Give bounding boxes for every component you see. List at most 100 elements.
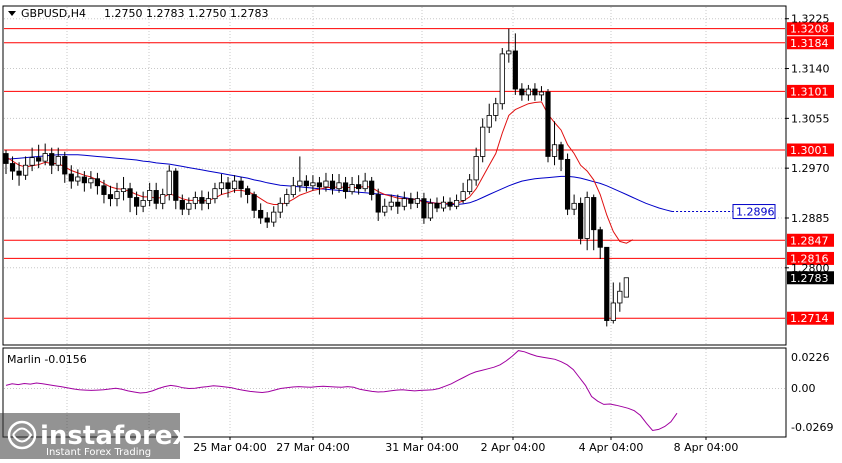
time-tick-label: 31 Mar 04:00	[385, 441, 458, 454]
candle-body	[480, 126, 486, 157]
candle-body	[564, 158, 571, 210]
candle-body	[277, 202, 283, 213]
level-label: 1.2847	[790, 234, 829, 247]
candle-body	[545, 91, 551, 157]
candle-body	[434, 202, 440, 209]
candle-body	[29, 157, 35, 166]
level-tag	[787, 233, 834, 247]
current-price-label: 1.2783	[790, 272, 829, 285]
candle-body	[199, 197, 205, 204]
candle-body	[75, 176, 81, 182]
level-label: 1.2714	[790, 312, 829, 325]
ohlc-values: 1.2750 1.2783 1.2750 1.2783	[104, 7, 268, 20]
candle-body	[271, 211, 277, 223]
candle-body	[310, 182, 316, 187]
candle-body	[427, 202, 434, 219]
candle-body	[88, 178, 94, 184]
candle-body	[186, 202, 192, 210]
candle-body	[36, 157, 42, 162]
candle-body	[584, 197, 590, 239]
price-tick-label: 1.3055	[791, 112, 830, 125]
candle-body	[62, 156, 68, 175]
chevron-down-icon[interactable]	[8, 11, 16, 16]
ind-tick-zero: 0.00	[791, 382, 816, 395]
candle-body	[395, 201, 401, 207]
candle-body	[147, 190, 153, 201]
candle-body	[447, 201, 453, 207]
candle-body	[173, 170, 179, 201]
candle-body	[160, 194, 166, 204]
candle-body	[558, 144, 564, 160]
level-tag	[787, 36, 834, 50]
time-tick-label: 4 Apr 04:00	[579, 441, 644, 454]
candle-body	[617, 290, 623, 304]
candle-body	[22, 164, 29, 176]
candle-body	[473, 156, 479, 181]
candle-body	[316, 182, 323, 188]
level-tag	[787, 22, 834, 36]
candle-body	[525, 88, 532, 96]
candle-body	[551, 144, 558, 157]
candle-body	[179, 200, 185, 210]
level-tag	[787, 251, 834, 265]
candle-body	[68, 173, 74, 182]
price-tick-label: 1.3140	[791, 63, 830, 76]
candle-body	[538, 91, 545, 96]
candle-body	[388, 201, 394, 207]
candle-body	[114, 191, 120, 200]
price-tick-label: 1.3225	[791, 13, 830, 26]
candle-body	[493, 103, 499, 116]
candle-body	[55, 156, 61, 166]
candle-body	[329, 180, 336, 190]
candle-body	[356, 184, 362, 190]
watermark-tagline: Instant Forex Trading	[46, 447, 151, 458]
candle-body	[225, 182, 231, 190]
price-tick-label: 1.2800	[791, 262, 830, 275]
level-tag	[787, 143, 834, 157]
candle-body	[349, 184, 355, 193]
ma-slow-tag	[732, 204, 776, 220]
candle-body	[604, 246, 610, 321]
candle-body	[153, 190, 159, 204]
candle-body	[212, 188, 218, 200]
candle-body	[578, 202, 584, 239]
candle-body	[264, 217, 270, 223]
candle-body	[245, 188, 251, 195]
candle-body	[258, 209, 264, 219]
candle-body	[467, 179, 473, 193]
candle-body	[127, 188, 133, 198]
candle-body	[297, 180, 303, 187]
candle-body	[342, 182, 349, 193]
price-tick-label: 1.2970	[791, 162, 830, 175]
level-label: 1.3101	[790, 85, 829, 98]
candle-body	[519, 88, 525, 96]
ind-tick-bottom: -0.0269	[791, 421, 833, 434]
candle-body	[362, 180, 368, 190]
candle-body	[499, 53, 505, 105]
level-label: 1.2816	[790, 252, 829, 265]
candle-body	[421, 198, 427, 219]
candle-body	[591, 197, 597, 231]
instaforex-logo: instaforex Instant Forex Trading	[0, 413, 190, 459]
candle-body	[440, 201, 447, 209]
candle-body	[375, 194, 381, 213]
candle-body	[486, 115, 492, 128]
ind-tick-top: 0.0226	[791, 351, 830, 364]
candle-body	[369, 180, 375, 195]
level-label: 1.3208	[790, 23, 829, 36]
symbol-label: GBPUSD,H4	[21, 7, 86, 20]
time-tick-label: 25 Mar 04:00	[193, 441, 266, 454]
candle-body	[290, 185, 296, 195]
watermark-brand: instaforex	[40, 421, 190, 451]
time-tick-label: 27 Mar 04:00	[276, 441, 349, 454]
level-label: 1.3184	[790, 37, 829, 50]
marlin-line	[5, 350, 678, 432]
candle-body	[597, 229, 603, 248]
candle-body	[382, 205, 388, 213]
candle-body	[323, 180, 329, 188]
level-label: 1.3001	[790, 144, 829, 157]
candle-body	[231, 180, 238, 190]
candle-body	[133, 197, 140, 207]
candle-body	[81, 176, 87, 184]
